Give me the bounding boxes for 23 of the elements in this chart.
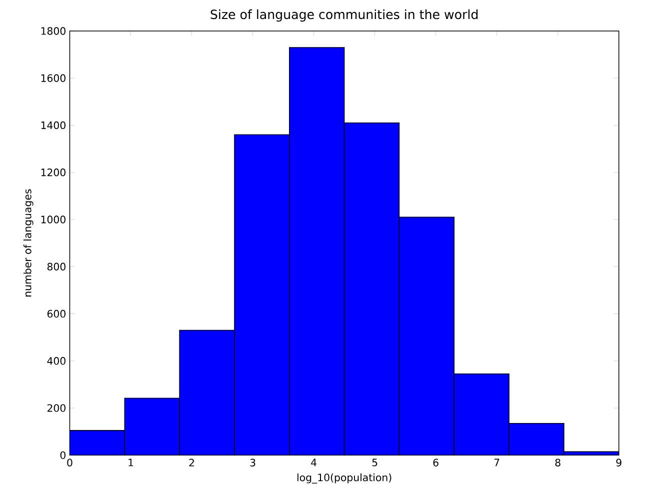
x-tick-label: 1 xyxy=(128,458,134,466)
y-tick-label: 1800 xyxy=(41,27,66,35)
x-tick-label: 6 xyxy=(433,458,438,467)
y-tick-label: 1200 xyxy=(41,168,66,176)
x-tick-label: 5 xyxy=(372,458,378,466)
y-tick-label: 1600 xyxy=(41,74,66,82)
x-axis-title: log_10(population) xyxy=(297,474,392,484)
chart-title: Size of language communities in the world xyxy=(210,10,478,22)
y-tick-label: 400 xyxy=(47,357,66,365)
x-tick-label: 2 xyxy=(189,458,194,466)
y-tick-label: 200 xyxy=(47,404,66,412)
y-tick-label: 0 xyxy=(60,451,66,460)
x-tick-label: 7 xyxy=(494,458,500,466)
y-tick-label: 1400 xyxy=(41,122,66,130)
x-tick-label: 0 xyxy=(67,458,72,467)
y-tick-label: 1000 xyxy=(41,216,66,224)
x-tick-label: 8 xyxy=(555,458,560,467)
y-tick-label: 800 xyxy=(47,262,66,271)
x-tick-label: 3 xyxy=(250,458,256,467)
x-tick-label: 9 xyxy=(616,458,622,467)
y-axis-title: number of languages xyxy=(23,189,34,297)
x-tick-label: 4 xyxy=(311,458,316,466)
y-tick-label: 600 xyxy=(47,310,66,318)
